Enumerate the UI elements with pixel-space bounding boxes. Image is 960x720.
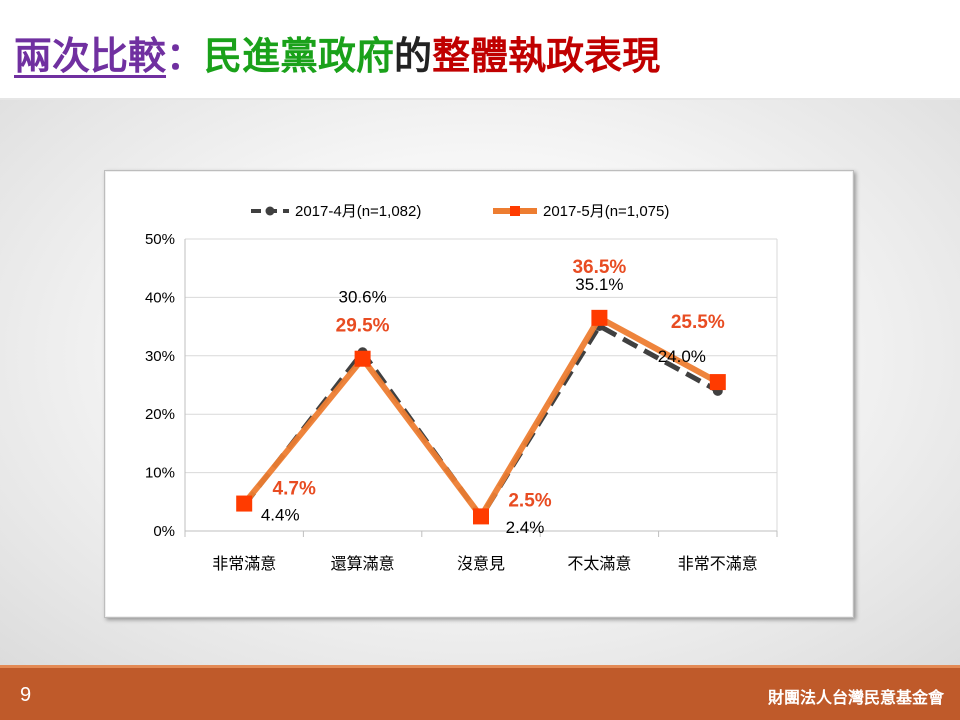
series-2-point [591,309,608,326]
y-tick-label: 20% [145,406,175,423]
series-1-data-label: 30.6% [338,287,386,306]
x-category-label: 沒意見 [457,554,505,573]
chart-panel: 0% 10% 20% 30% 40% 50% 非常滿意 還算滿意 沒意見 不太滿意 非常不滿意 4.4… [104,170,854,618]
series-1-data-label: 2.4% [506,518,545,537]
title-particle: 的 [394,34,433,78]
legend-series-1-label: 2017-4月(n=1,082) [295,203,421,220]
legend-series-2-marker [510,206,520,216]
series-2-point [473,508,489,525]
page-number: 9 [20,684,32,706]
organization-name: 財團法人台灣民意基金會 [767,688,944,707]
x-category-label: 非常不滿意 [678,554,758,573]
series-2-data-label: 29.5% [336,316,390,337]
series-2-data-label: 2.5% [508,490,551,511]
title-divider [0,98,960,100]
y-tick-label: 10% [145,465,175,482]
title-comparison: 兩次比較 [14,34,167,78]
series-1-data-label: 4.4% [261,505,300,524]
y-tick-label: 30% [145,348,175,365]
page-title: 兩次比較：民進黨政府的整體執政表現 [14,30,660,82]
title-performance: 整體執政表現 [432,34,661,78]
y-tick-label: 0% [153,523,175,540]
x-category-label: 非常滿意 [212,554,276,573]
title-bar: 兩次比較：民進黨政府的整體執政表現 [0,0,960,100]
footer-bar: 9 財團法人台灣民意基金會 [0,665,960,720]
x-category-label: 還算滿意 [331,554,395,573]
series-1-data-label: 35.1% [575,275,623,294]
title-government: 民進黨政府 [204,34,395,78]
series-2-data-label: 4.7% [273,479,316,500]
series-2-point [709,374,726,391]
series-2-point [236,495,253,512]
y-tick-label: 40% [145,289,175,306]
series-1-data-label: 24.0% [658,347,706,366]
title-colon: ： [166,34,205,78]
x-category-label: 不太滿意 [567,554,631,573]
legend-series-1-marker [265,206,275,216]
line-chart: 0% 10% 20% 30% 40% 50% 非常滿意 還算滿意 沒意見 不太滿意 非常不滿意 4.4… [145,203,778,573]
series-2-point [354,350,371,367]
series-2-data-label: 25.5% [671,312,725,333]
legend-series-2-label: 2017-5月(n=1,075) [543,203,669,220]
y-tick-label: 50% [145,231,175,248]
series-2-data-label: 36.5% [572,257,626,278]
